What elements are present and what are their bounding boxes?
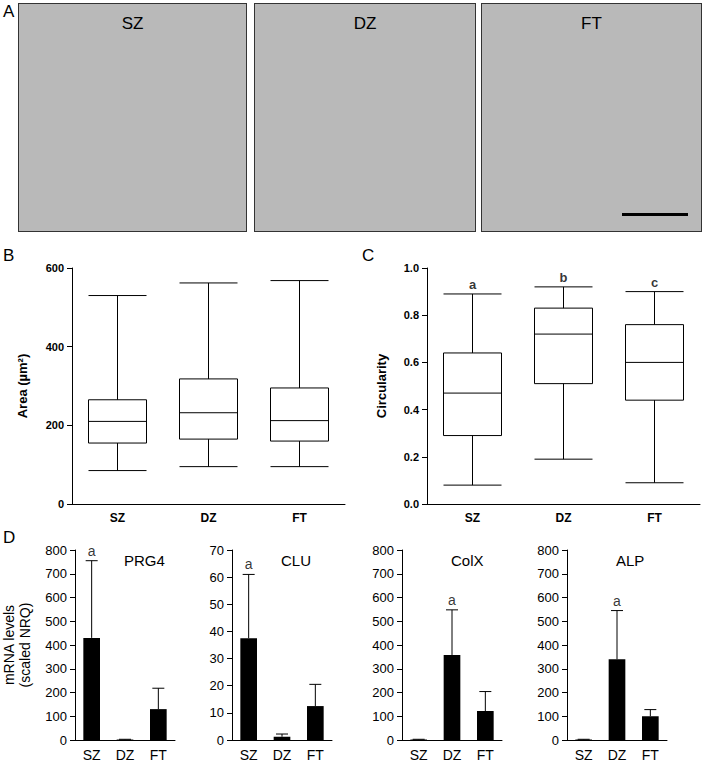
svg-text:500: 500 xyxy=(45,614,67,629)
svg-text:600: 600 xyxy=(46,262,64,274)
svg-text:FT: FT xyxy=(150,747,168,763)
svg-text:200: 200 xyxy=(372,685,394,700)
svg-text:FT: FT xyxy=(477,747,495,763)
svg-text:DZ: DZ xyxy=(556,511,572,525)
svg-text:700: 700 xyxy=(45,566,67,581)
svg-text:400: 400 xyxy=(372,638,394,653)
svg-text:FT: FT xyxy=(642,747,660,763)
svg-text:700: 700 xyxy=(537,566,559,581)
svg-text:200: 200 xyxy=(46,419,64,431)
svg-text:0.2: 0.2 xyxy=(404,451,419,463)
svg-text:0.4: 0.4 xyxy=(404,404,420,416)
svg-text:a: a xyxy=(448,592,456,608)
svg-text:SZ: SZ xyxy=(240,747,258,763)
svg-text:Circularity: Circularity xyxy=(374,353,389,418)
svg-text:0: 0 xyxy=(60,733,67,748)
svg-text:1.0: 1.0 xyxy=(404,262,419,274)
svg-text:30: 30 xyxy=(210,651,224,666)
svg-text:ALP: ALP xyxy=(616,552,644,569)
svg-text:SZ: SZ xyxy=(110,511,125,525)
svg-text:ColX: ColX xyxy=(451,552,484,569)
svg-text:SZ: SZ xyxy=(465,511,480,525)
svg-text:50: 50 xyxy=(210,597,224,612)
svg-text:300: 300 xyxy=(537,661,559,676)
svg-text:a: a xyxy=(88,543,96,559)
svg-text:200: 200 xyxy=(537,685,559,700)
svg-text:300: 300 xyxy=(45,661,67,676)
svg-text:DZ: DZ xyxy=(273,747,292,763)
svg-text:(scaled NRQ): (scaled NRQ) xyxy=(17,603,33,688)
svg-text:400: 400 xyxy=(45,638,67,653)
svg-text:b: b xyxy=(560,270,568,285)
svg-text:0: 0 xyxy=(387,733,394,748)
html-text:B: B xyxy=(3,246,15,265)
svg-text:500: 500 xyxy=(537,614,559,629)
svg-text:a: a xyxy=(613,593,621,609)
svg-text:0: 0 xyxy=(58,498,64,510)
svg-text:FT: FT xyxy=(647,511,662,525)
svg-text:40: 40 xyxy=(210,624,224,639)
svg-text:0.6: 0.6 xyxy=(404,356,419,368)
svg-text:Area (µm²): Area (µm²) xyxy=(15,354,30,419)
svg-text:400: 400 xyxy=(537,638,559,653)
svg-text:700: 700 xyxy=(372,566,394,581)
html-text:FT: FT xyxy=(581,14,602,33)
svg-text:500: 500 xyxy=(372,614,394,629)
svg-text:0: 0 xyxy=(217,733,224,748)
svg-text:CLU: CLU xyxy=(281,552,311,569)
svg-text:600: 600 xyxy=(45,590,67,605)
svg-text:SZ: SZ xyxy=(410,747,428,763)
svg-text:PRG4: PRG4 xyxy=(124,552,165,569)
svg-text:600: 600 xyxy=(372,590,394,605)
svg-text:60: 60 xyxy=(210,570,224,585)
svg-text:0.0: 0.0 xyxy=(404,498,419,510)
html-text:C: C xyxy=(362,246,375,265)
svg-text:SZ: SZ xyxy=(575,747,593,763)
svg-text:FT: FT xyxy=(307,747,325,763)
html-text:SZ: SZ xyxy=(121,14,144,33)
svg-text:800: 800 xyxy=(45,543,67,558)
svg-text:100: 100 xyxy=(45,709,67,724)
svg-text:a: a xyxy=(469,277,477,292)
svg-text:800: 800 xyxy=(537,543,559,558)
svg-text:DZ: DZ xyxy=(201,511,217,525)
svg-text:300: 300 xyxy=(372,661,394,676)
svg-text:0: 0 xyxy=(552,733,559,748)
svg-text:400: 400 xyxy=(46,341,64,353)
html-text:DZ: DZ xyxy=(353,14,377,33)
svg-text:200: 200 xyxy=(45,685,67,700)
svg-text:a: a xyxy=(245,556,253,572)
svg-text:100: 100 xyxy=(372,709,394,724)
svg-text:800: 800 xyxy=(372,543,394,558)
svg-text:DZ: DZ xyxy=(116,747,135,763)
svg-text:100: 100 xyxy=(537,709,559,724)
svg-text:0.8: 0.8 xyxy=(404,309,419,321)
html-text:D: D xyxy=(3,528,16,547)
svg-text:10: 10 xyxy=(210,705,224,720)
svg-text:600: 600 xyxy=(537,590,559,605)
svg-text:20: 20 xyxy=(210,678,224,693)
svg-text:c: c xyxy=(651,275,658,290)
html-text:A: A xyxy=(3,2,15,21)
svg-text:70: 70 xyxy=(210,543,224,558)
svg-text:SZ: SZ xyxy=(83,747,101,763)
svg-text:mRNA levels: mRNA levels xyxy=(1,605,17,685)
svg-text:DZ: DZ xyxy=(443,747,462,763)
svg-text:FT: FT xyxy=(292,511,307,525)
svg-text:DZ: DZ xyxy=(608,747,627,763)
